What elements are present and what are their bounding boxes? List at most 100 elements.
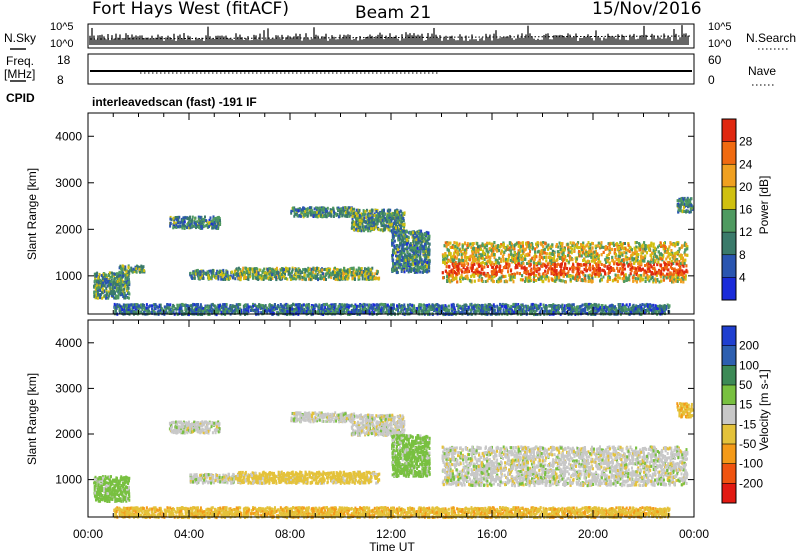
range-cell xyxy=(172,225,175,229)
range-cell xyxy=(320,208,323,212)
range-cell xyxy=(275,273,278,277)
range-cell xyxy=(237,276,240,280)
nsky-label: N.Sky xyxy=(4,31,36,45)
range-cell xyxy=(408,256,411,260)
range-cell xyxy=(338,271,341,275)
range-cell xyxy=(114,283,117,287)
range-cell xyxy=(304,278,307,282)
range-cell xyxy=(409,244,412,248)
range-cell xyxy=(357,229,360,233)
range-cell xyxy=(370,227,373,231)
range-cell xyxy=(346,277,349,281)
range-cell xyxy=(329,212,332,216)
range-cell xyxy=(399,223,402,227)
range-cell xyxy=(98,293,101,297)
range-cell xyxy=(377,228,380,232)
range-cell xyxy=(383,212,386,216)
range-cell xyxy=(413,255,416,259)
range-cell xyxy=(111,287,114,291)
range-cell xyxy=(105,296,107,300)
range-cell xyxy=(120,271,123,275)
range-cell xyxy=(111,275,114,279)
range-cell xyxy=(217,215,220,219)
range-cell xyxy=(344,206,347,210)
range-cell xyxy=(420,234,423,238)
range-cell xyxy=(103,284,106,288)
range-cell xyxy=(419,270,422,274)
range-cell xyxy=(392,258,395,262)
range-cell xyxy=(237,266,240,270)
range-cell xyxy=(415,255,418,259)
range-cell xyxy=(414,247,417,251)
noise-tick-right-high: 10^5 xyxy=(708,21,732,33)
range-cell xyxy=(126,273,129,277)
range-cell xyxy=(392,235,395,239)
range-cell xyxy=(247,277,250,281)
range-cell xyxy=(251,270,254,274)
range-cell xyxy=(369,276,372,280)
range-cell xyxy=(364,227,367,231)
range-cell xyxy=(205,219,208,223)
range-cell xyxy=(385,219,388,223)
range-cell xyxy=(132,267,135,271)
range-cell xyxy=(309,278,312,282)
range-cell xyxy=(292,274,295,278)
range-cell xyxy=(116,286,119,290)
range-cell xyxy=(178,215,181,219)
range-cell xyxy=(348,268,351,272)
range-cell xyxy=(414,231,416,235)
range-cell xyxy=(366,226,369,230)
range-cell xyxy=(343,268,346,272)
range-cell xyxy=(303,213,305,217)
range-cell xyxy=(320,206,323,210)
range-cell xyxy=(101,275,104,279)
range-cell xyxy=(124,269,127,273)
range-cell xyxy=(420,240,423,244)
range-cell xyxy=(354,272,357,276)
range-cell xyxy=(340,274,342,278)
range-cell xyxy=(318,277,321,281)
range-cell xyxy=(169,224,172,228)
range-cell xyxy=(417,237,420,241)
range-cell xyxy=(370,219,373,223)
range-cell xyxy=(399,255,401,259)
range-cell xyxy=(307,277,310,281)
range-cell xyxy=(308,268,311,272)
range-cell xyxy=(385,217,388,221)
range-cell xyxy=(115,279,118,283)
range-cell xyxy=(119,285,122,289)
range-cell xyxy=(403,211,406,215)
range-cell xyxy=(349,208,352,212)
range-cell xyxy=(346,210,349,214)
range-cell xyxy=(402,219,405,222)
range-cell xyxy=(318,212,321,216)
range-cell xyxy=(329,208,332,212)
range-cell xyxy=(391,238,394,242)
range-cell xyxy=(186,217,189,221)
range-cell xyxy=(342,271,345,275)
range-cell xyxy=(347,274,350,278)
range-cell xyxy=(348,270,351,274)
range-cell xyxy=(428,242,431,246)
range-cell xyxy=(215,276,218,280)
range-cell xyxy=(278,277,281,281)
range-cell xyxy=(400,231,402,235)
range-cell xyxy=(115,294,117,298)
range-cell xyxy=(369,273,372,276)
range-cell xyxy=(303,207,306,211)
range-cell xyxy=(190,274,193,278)
range-cell xyxy=(202,275,205,279)
range-cell xyxy=(364,271,367,275)
range-cell xyxy=(378,218,381,222)
range-cell xyxy=(260,277,263,281)
range-cell xyxy=(396,271,399,275)
range-cell xyxy=(108,292,111,296)
range-cell xyxy=(414,241,417,245)
range-cell xyxy=(401,244,404,248)
range-cell xyxy=(199,222,202,226)
range-cell xyxy=(408,268,411,272)
range-cell xyxy=(190,275,193,279)
range-cell xyxy=(116,272,118,276)
range-cell xyxy=(401,220,404,224)
date-title: 15/Nov/2016 xyxy=(592,0,702,19)
